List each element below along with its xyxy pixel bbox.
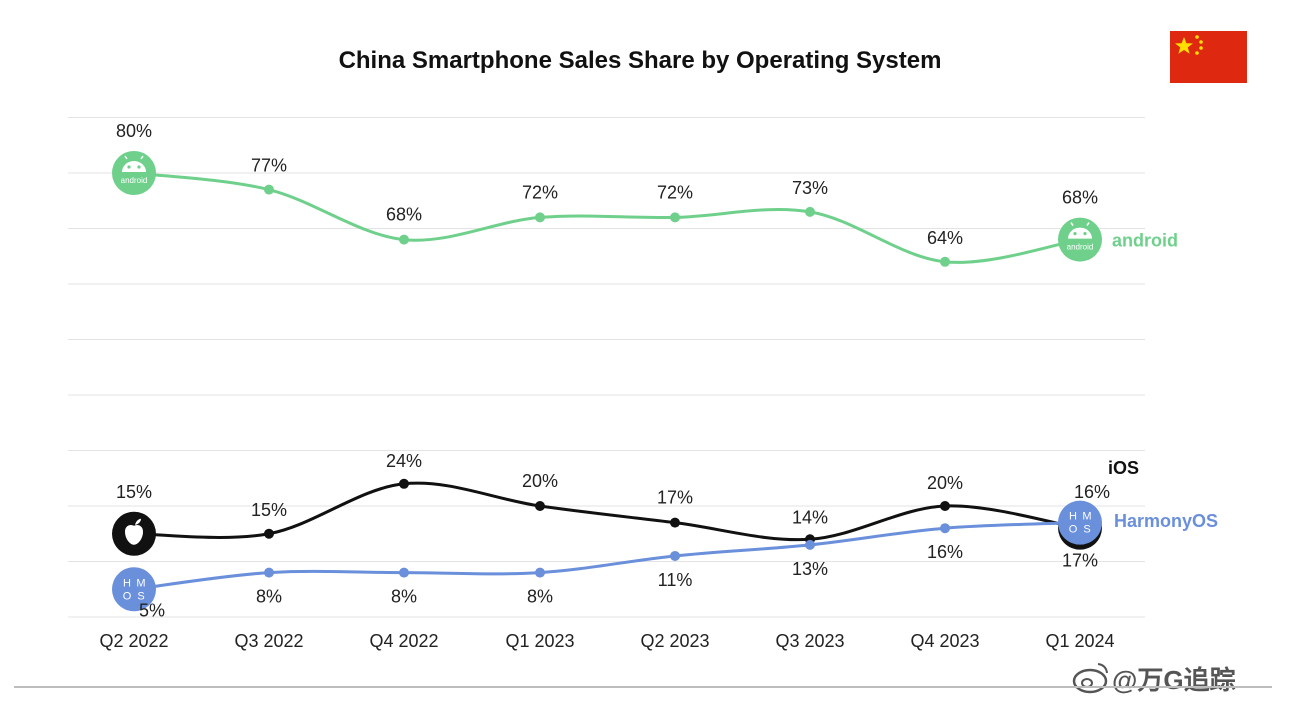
x-tick-label: Q1 2023 [505, 631, 574, 651]
bottom-rule [14, 686, 1272, 688]
android-value-label: 64% [927, 228, 963, 248]
harmonyos-badge-letter: S [137, 590, 144, 602]
android-point [535, 212, 545, 223]
android-badge-text: android [1067, 243, 1094, 252]
harmonyos-badge-letter: M [1082, 511, 1091, 523]
x-tick-label: Q1 2024 [1045, 631, 1114, 651]
harmonyos-badge-letter: S [1083, 524, 1090, 536]
harmonyos-badge-letter: O [1069, 524, 1078, 536]
ios-series-name: iOS [1108, 458, 1139, 478]
x-tick-label: Q3 2023 [775, 631, 844, 651]
harmonyos-icon: H MO S [112, 567, 156, 612]
ios-value-label: 14% [792, 507, 828, 527]
gridlines [68, 117, 1145, 618]
android-series-name: android [1112, 231, 1178, 251]
android-value-label: 68% [386, 205, 422, 225]
harmony-point [399, 567, 409, 578]
harmony-point [535, 567, 545, 578]
android-value-label: 68% [1062, 188, 1098, 208]
harmony-line [132, 521, 1082, 591]
android-point [264, 184, 274, 195]
harmonyos-badge-letter: M [136, 577, 145, 589]
harmonyos-badge-letter: H [1069, 511, 1077, 523]
ios-value-label: 16% [1074, 482, 1110, 502]
ios-value-label: 24% [386, 451, 422, 471]
harmony-value-label: 5% [139, 600, 165, 620]
chart-title: China Smartphone Sales Share by Operatin… [339, 47, 942, 74]
x-axis-ticks: Q2 2022 Q3 2022 Q4 2022 Q1 2023 Q2 2023 Q3 20… [99, 631, 1114, 651]
watermark-text: @万G追踪 [1112, 665, 1236, 695]
watermark: @万G追踪 [1072, 663, 1236, 695]
harmony-value-label: 8% [256, 587, 282, 607]
harmony-value-label: 17% [1062, 551, 1098, 571]
x-tick-label: Q2 2023 [640, 631, 709, 651]
harmony-series-name: HarmonyOS [1114, 511, 1218, 531]
android-value-label: 77% [251, 156, 287, 176]
harmonyos-badge-letter: O [123, 590, 132, 602]
android-badge-text: android [121, 176, 148, 185]
x-tick-label: Q2 2022 [99, 631, 168, 651]
android-value-label: 73% [792, 178, 828, 198]
harmony-point [940, 523, 950, 534]
harmony-value-label: 8% [527, 587, 553, 607]
android-point [399, 234, 409, 245]
x-tick-label: Q4 2022 [369, 631, 438, 651]
android-icon: android [112, 151, 156, 195]
android-point [940, 256, 950, 267]
harmonyos-icon: H MO S [1058, 500, 1102, 550]
android-value-label: 80% [116, 121, 152, 141]
harmony-value-label: 8% [391, 587, 417, 607]
harmony-point [805, 539, 815, 550]
harmony-value-label: 16% [927, 542, 963, 562]
android-icon: android [1058, 217, 1102, 262]
android-point [670, 212, 680, 223]
android-point [805, 206, 815, 217]
harmony-value-label: 11% [658, 570, 693, 590]
apple-icon [112, 511, 156, 556]
android-value-label: 72% [657, 182, 693, 202]
android-line [132, 171, 1082, 264]
ios-point [940, 501, 950, 511]
harmony-point [264, 567, 274, 578]
china-flag-icon [1170, 31, 1247, 83]
x-tick-label: Q4 2023 [910, 631, 979, 651]
ios-value-label: 17% [657, 488, 693, 508]
harmonyos-badge-letter: H [123, 577, 131, 589]
ios-line [132, 481, 1082, 542]
x-tick-label: Q3 2022 [234, 631, 303, 651]
ios-value-label: 15% [116, 482, 152, 502]
series-layer [132, 171, 1082, 591]
android-value-label: 72% [522, 182, 558, 202]
ios-value-label: 15% [251, 500, 287, 520]
ios-point [535, 501, 545, 511]
harmony-point [670, 550, 680, 561]
ios-value-label: 20% [927, 473, 963, 493]
label-layer: 80% 77% 68% 72% 72% 73% 64% 68% 15% 15% 24% 20% 17% 1… [116, 121, 1218, 620]
ios-point [264, 528, 274, 539]
ios-point [399, 478, 409, 489]
weibo-icon [1072, 663, 1108, 694]
ios-point [670, 517, 680, 528]
harmony-value-label: 13% [792, 559, 828, 579]
ios-value-label: 20% [522, 471, 558, 491]
